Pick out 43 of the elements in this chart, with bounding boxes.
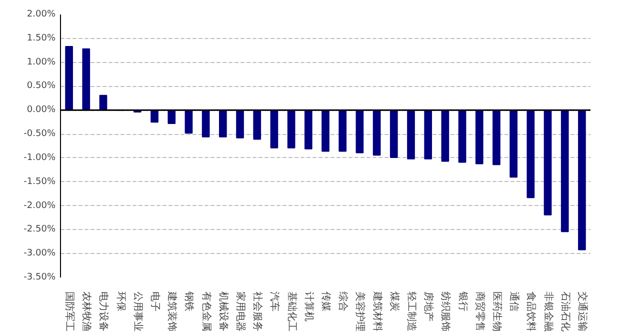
y-tick-label: 2.00%: [26, 10, 56, 20]
y-tick-label: 1.50%: [26, 33, 56, 44]
x-tick-label: 煤炭: [388, 292, 400, 312]
y-tick-label: 0.00%: [26, 105, 56, 116]
y-tick-label: 0.50%: [26, 81, 56, 92]
x-tick-label: 轻工制造: [405, 292, 418, 332]
x-tick-label: 银行: [456, 290, 468, 312]
x-tick-label: 公用事业: [132, 292, 144, 332]
x-tick-label: 综合: [337, 292, 350, 312]
y-tick-label: -1.50%: [24, 176, 56, 187]
y-tick-label: -2.50%: [24, 224, 56, 235]
x-tick-label: 社会服务: [252, 292, 264, 332]
y-tick-label: -0.50%: [24, 129, 56, 140]
x-tick-label: 农林牧渔: [80, 292, 93, 332]
x-tick-label: 房地产: [422, 292, 435, 322]
x-tick-label: 商贸零售: [474, 292, 486, 332]
x-tick-label: 家用电器: [234, 292, 247, 332]
x-tick-label: 传媒: [320, 292, 331, 312]
x-tick-label: 基础化工: [286, 292, 298, 332]
x-tick-label: 有色金属: [200, 292, 212, 332]
x-tick-label: 建筑装饰: [166, 290, 178, 332]
x-tick-label: 美容护理: [354, 292, 366, 332]
y-tick-label: -1.00%: [24, 152, 56, 163]
x-tick-label: 非银金融: [542, 292, 554, 332]
x-tick-label: 纺织服饰: [440, 292, 452, 332]
y-tick-label: -3.50%: [24, 272, 56, 282]
x-tick-label: 国防军工: [64, 292, 76, 332]
x-tick-label: 计算机: [302, 292, 315, 322]
x-tick-label: 石油石化: [559, 292, 572, 332]
x-tick-label: 医药生物: [490, 292, 503, 332]
y-tick-label: 1.00%: [26, 57, 56, 68]
x-tick-label: 通信: [508, 292, 520, 312]
x-tick-label: 汽车: [268, 292, 281, 312]
x-tick-label: 电子: [149, 292, 162, 312]
x-tick-label: 交通运输: [576, 292, 588, 332]
x-tick-label: 钢铁: [183, 290, 196, 312]
x-tick-label: 机械设备: [217, 292, 230, 332]
y-tick-label: -2.00%: [24, 200, 56, 211]
x-tick-label: 食品饮料: [525, 292, 538, 332]
x-tick-label: 环保: [114, 292, 126, 312]
y-tick-label: -3.00%: [24, 248, 56, 259]
x-tick-label: 电力设备: [98, 292, 110, 332]
x-tick-label: 建筑材料: [371, 290, 384, 332]
